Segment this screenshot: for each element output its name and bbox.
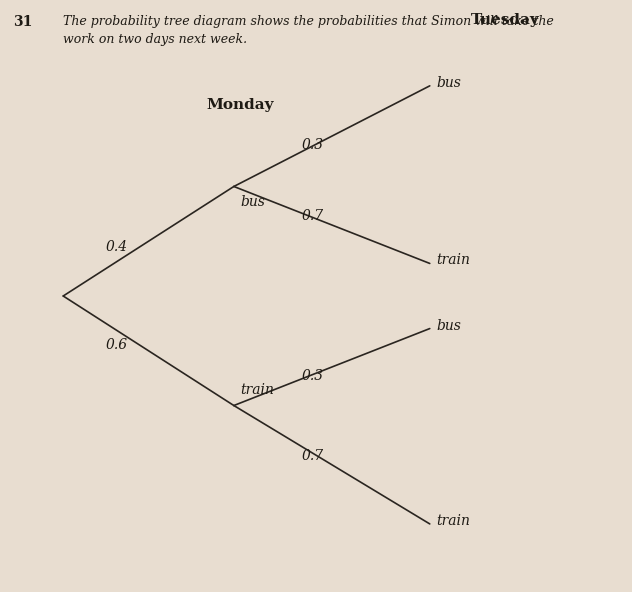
Text: 0.4: 0.4 <box>106 240 128 254</box>
Text: 0.7: 0.7 <box>301 449 324 463</box>
Text: Monday: Monday <box>207 98 274 112</box>
Text: 31: 31 <box>13 15 32 29</box>
Text: The probability tree diagram shows the probabilities that Simon will take the: The probability tree diagram shows the p… <box>63 15 554 28</box>
Text: bus: bus <box>240 195 265 210</box>
Text: 0.7: 0.7 <box>301 209 324 223</box>
Text: 0.3: 0.3 <box>301 369 324 383</box>
Text: bus: bus <box>436 76 461 90</box>
Text: train: train <box>436 514 470 528</box>
Text: work on two days next week.: work on two days next week. <box>63 33 247 46</box>
Text: 0.6: 0.6 <box>106 338 128 352</box>
Text: bus: bus <box>436 318 461 333</box>
Text: 0.3: 0.3 <box>301 138 324 152</box>
Text: train: train <box>436 253 470 268</box>
Text: train: train <box>240 382 274 397</box>
Text: Tuesday: Tuesday <box>471 12 540 27</box>
